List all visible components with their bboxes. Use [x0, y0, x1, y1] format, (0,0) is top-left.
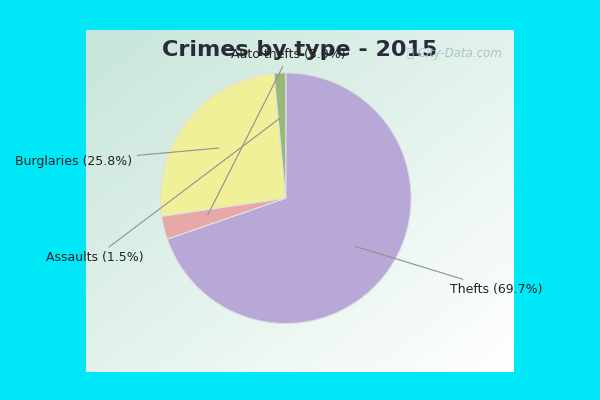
Wedge shape: [160, 73, 286, 216]
Wedge shape: [161, 198, 286, 239]
Text: Auto thefts (3.0%): Auto thefts (3.0%): [208, 48, 346, 215]
Text: Assaults (1.5%): Assaults (1.5%): [46, 118, 280, 264]
Wedge shape: [167, 73, 411, 324]
Wedge shape: [274, 73, 286, 198]
Text: Crimes by type - 2015: Crimes by type - 2015: [163, 40, 437, 60]
Text: Burglaries (25.8%): Burglaries (25.8%): [15, 148, 219, 168]
Text: Thefts (69.7%): Thefts (69.7%): [355, 246, 542, 296]
Text: ⓘ City-Data.com: ⓘ City-Data.com: [407, 47, 502, 60]
